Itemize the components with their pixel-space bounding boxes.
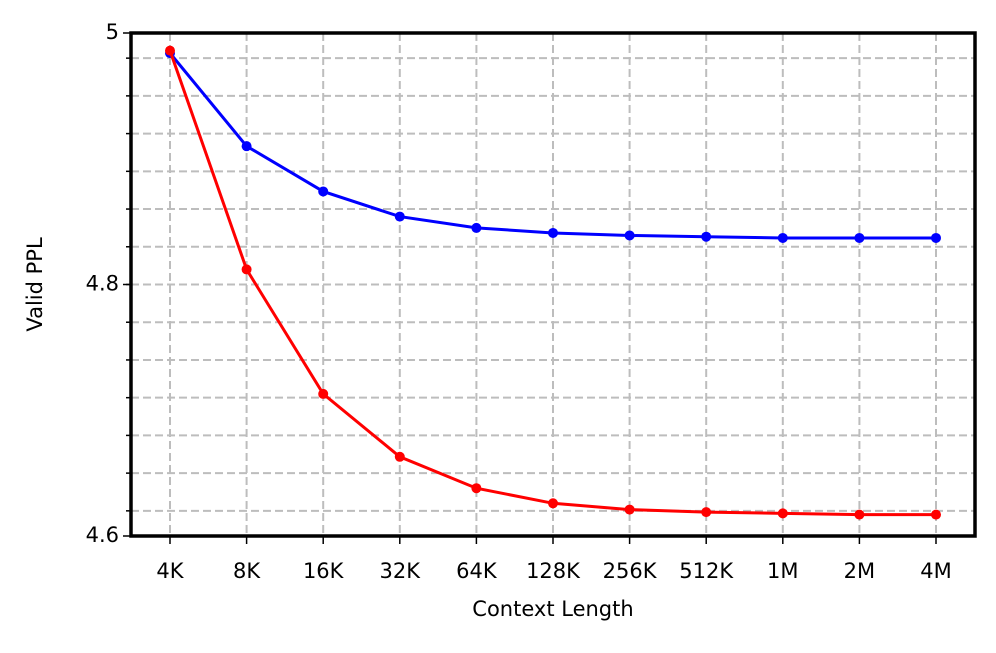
data-point [854, 509, 865, 520]
x-tick-label: 32K [380, 559, 422, 583]
data-point [548, 227, 558, 238]
plot-frame [129, 31, 977, 538]
data-point [777, 508, 788, 519]
data-point [241, 141, 252, 152]
data-point [165, 45, 175, 56]
x-tick-label: 1M [767, 559, 798, 583]
y-tick-label: 5 [106, 20, 119, 44]
x-axis-label: Context Length [472, 597, 633, 621]
data-point [624, 230, 635, 241]
data-point [931, 232, 941, 243]
data-point [854, 232, 865, 243]
data-point [318, 388, 329, 399]
data-point [701, 507, 712, 518]
data-point [701, 231, 712, 242]
x-tick-label: 256K [603, 559, 658, 583]
data-point [394, 211, 405, 222]
data-point [777, 232, 788, 243]
x-tick-label: 8K [233, 559, 261, 583]
x-tick-label: 2M [844, 559, 875, 583]
y-axis-label: Valid PPL [23, 237, 47, 332]
y-tick-label: 4.6 [86, 523, 119, 547]
data-point [624, 504, 635, 515]
data-point [548, 498, 558, 509]
data-point [318, 186, 329, 197]
x-tick-label: 128K [526, 559, 581, 583]
x-tick-label: 512K [679, 559, 734, 583]
data-point [471, 483, 482, 494]
data-point [241, 264, 252, 275]
data-point [931, 509, 941, 520]
y-tick-label: 4.8 [86, 272, 119, 296]
x-tick-label: 4K [156, 559, 184, 583]
x-tick-label: 64K [456, 559, 498, 583]
x-tick-label: 4M [920, 559, 951, 583]
x-tick-label: 16K [303, 559, 345, 583]
data-point [394, 451, 405, 462]
data-point [471, 222, 482, 233]
